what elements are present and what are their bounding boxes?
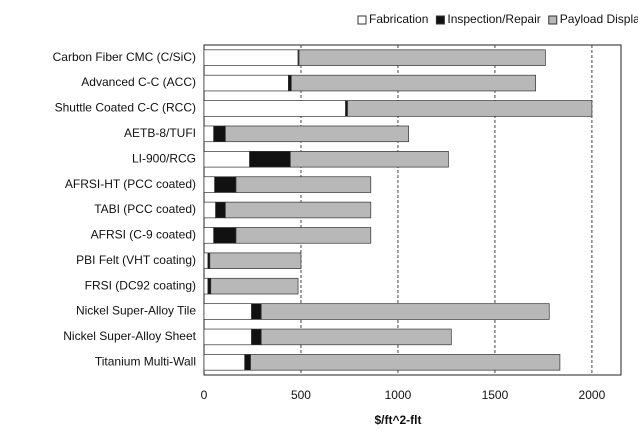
y-tick-label: Titanium Multi-Wall xyxy=(95,354,196,368)
y-tick-label: Carbon Fiber CMC (C/SiC) xyxy=(53,50,196,64)
bar-segment xyxy=(203,151,250,168)
legend-swatch xyxy=(548,15,558,25)
bar-segment xyxy=(203,49,299,66)
y-tick-label: FRSI (DC92 coating) xyxy=(85,278,196,292)
bar-segment xyxy=(250,354,561,371)
bar-segment xyxy=(203,252,209,269)
y-tick-label: Advanced C-C (ACC) xyxy=(81,75,196,89)
bar-segment xyxy=(224,125,409,143)
bar-segment xyxy=(213,227,237,244)
legend-swatch xyxy=(435,15,445,25)
y-tick-label: LI-900/RCG xyxy=(132,151,196,165)
bar-segment xyxy=(203,354,246,371)
bar-segment xyxy=(244,354,251,371)
x-tick-label: 500 xyxy=(291,388,311,402)
legend-label: Payload Displacement xyxy=(560,12,638,26)
legend-swatch xyxy=(357,15,367,25)
bar-segment xyxy=(203,201,216,219)
bar-segment xyxy=(235,227,372,244)
y-tick-label: AETB-8/TUFI xyxy=(124,126,196,140)
bar-segment xyxy=(288,74,292,92)
bar-segment xyxy=(214,176,237,193)
bar-segment xyxy=(260,328,452,346)
y-tick-label: PBI Felt (VHT coating) xyxy=(76,253,196,267)
x-tick-label: 0 xyxy=(201,388,208,402)
bar-segment xyxy=(235,176,372,193)
bar-segment xyxy=(290,74,537,92)
bar-segment xyxy=(251,328,262,346)
y-tick-label: Shuttle Coated C-C (RCC) xyxy=(55,101,196,115)
bar-segment xyxy=(209,252,302,269)
legend-label: Fabrication xyxy=(369,12,428,26)
x-axis-label: $/ft^2-flt xyxy=(374,413,421,427)
x-tick-label: 1000 xyxy=(385,388,412,402)
legend-label: Inspection/Repair xyxy=(447,12,540,26)
bar-segment xyxy=(207,277,212,295)
bar-segment xyxy=(203,74,289,92)
bar-segment xyxy=(251,303,262,320)
bar-segment xyxy=(210,277,299,295)
y-tick-label: TABI (PCC coated) xyxy=(94,202,196,216)
bar-segment xyxy=(203,227,215,244)
y-tick-label: AFRSI (C-9 coated) xyxy=(91,228,196,242)
bar-segment xyxy=(289,151,449,168)
x-tick-label: 2000 xyxy=(579,388,606,402)
bar-segment xyxy=(203,176,216,193)
bar-segment xyxy=(203,125,215,143)
bar-segment xyxy=(347,100,593,117)
bar-segment xyxy=(224,201,372,219)
bar-segment xyxy=(213,125,226,143)
x-tick-label: 1500 xyxy=(482,388,509,402)
bar-segment xyxy=(260,303,550,320)
bar-segment xyxy=(249,151,291,168)
bar-segment xyxy=(203,100,346,117)
bar-segment xyxy=(298,49,546,66)
y-tick-label: Nickel Super-Alloy Sheet xyxy=(63,329,196,343)
bar-segment xyxy=(203,277,209,295)
y-tick-label: AFRSI-HT (PCC coated) xyxy=(65,177,196,191)
bar-segment xyxy=(203,303,252,320)
bar-segment xyxy=(215,201,226,219)
y-tick-label: Nickel Super-Alloy Tile xyxy=(76,304,196,318)
bar-segment xyxy=(203,328,252,346)
